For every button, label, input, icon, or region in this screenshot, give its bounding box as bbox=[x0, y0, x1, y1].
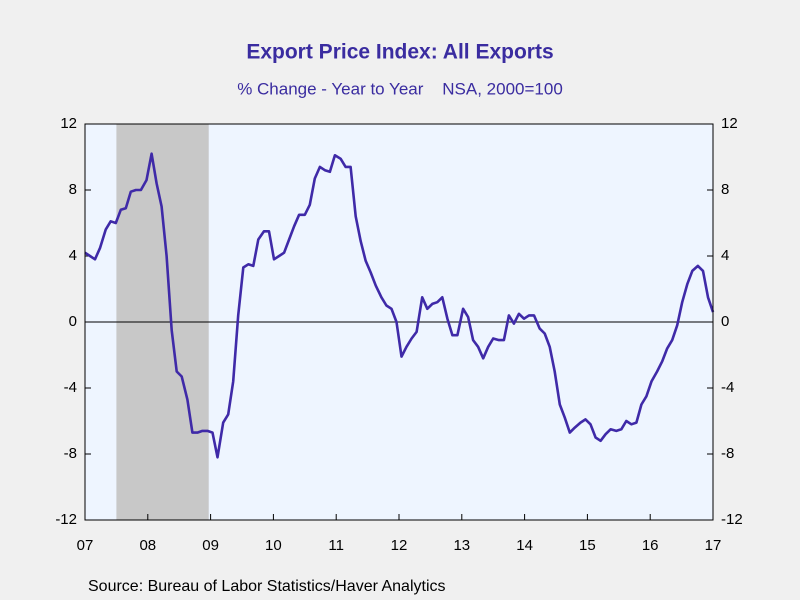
y-tick-label: 8 bbox=[69, 181, 77, 198]
chart-title: Export Price Index: All Exports bbox=[246, 41, 553, 64]
y-tick-label: -4 bbox=[64, 379, 77, 396]
chart-subtitle: % Change - Year to Year NSA, 2000=100 bbox=[237, 79, 563, 98]
x-tick-label: 12 bbox=[391, 537, 408, 554]
x-tick-label: 17 bbox=[705, 537, 722, 554]
y2-tick-label: 8 bbox=[721, 181, 729, 198]
data-line bbox=[84, 152, 715, 459]
x-tick-label: 13 bbox=[453, 537, 470, 554]
y-tick-label: -12 bbox=[55, 511, 77, 528]
x-tick-label: 07 bbox=[77, 537, 94, 554]
y2-tick-label: -8 bbox=[721, 445, 734, 462]
x-tick-label: 08 bbox=[139, 537, 156, 554]
y2-tick-label: 4 bbox=[721, 247, 729, 264]
y-tick-label: 4 bbox=[69, 247, 77, 264]
x-tick-label: 15 bbox=[579, 537, 596, 554]
y2-tick-label: 0 bbox=[721, 313, 729, 330]
x-tick-label: 10 bbox=[265, 537, 282, 554]
y2-tick-label: 12 bbox=[721, 115, 738, 132]
y-tick-label: 12 bbox=[60, 115, 77, 132]
x-tick-label: 16 bbox=[642, 537, 659, 554]
x-tick-label: 11 bbox=[328, 537, 344, 554]
y-tick-label: -8 bbox=[64, 445, 77, 462]
x-tick-label: 14 bbox=[516, 537, 533, 554]
y2-tick-label: -12 bbox=[721, 511, 743, 528]
source-note: Source: Bureau of Labor Statistics/Haver… bbox=[88, 578, 446, 595]
y2-tick-label: -4 bbox=[721, 379, 734, 396]
x-tick-label: 09 bbox=[202, 537, 219, 554]
plot-border bbox=[84, 123, 714, 521]
y-tick-label: 0 bbox=[69, 313, 77, 330]
